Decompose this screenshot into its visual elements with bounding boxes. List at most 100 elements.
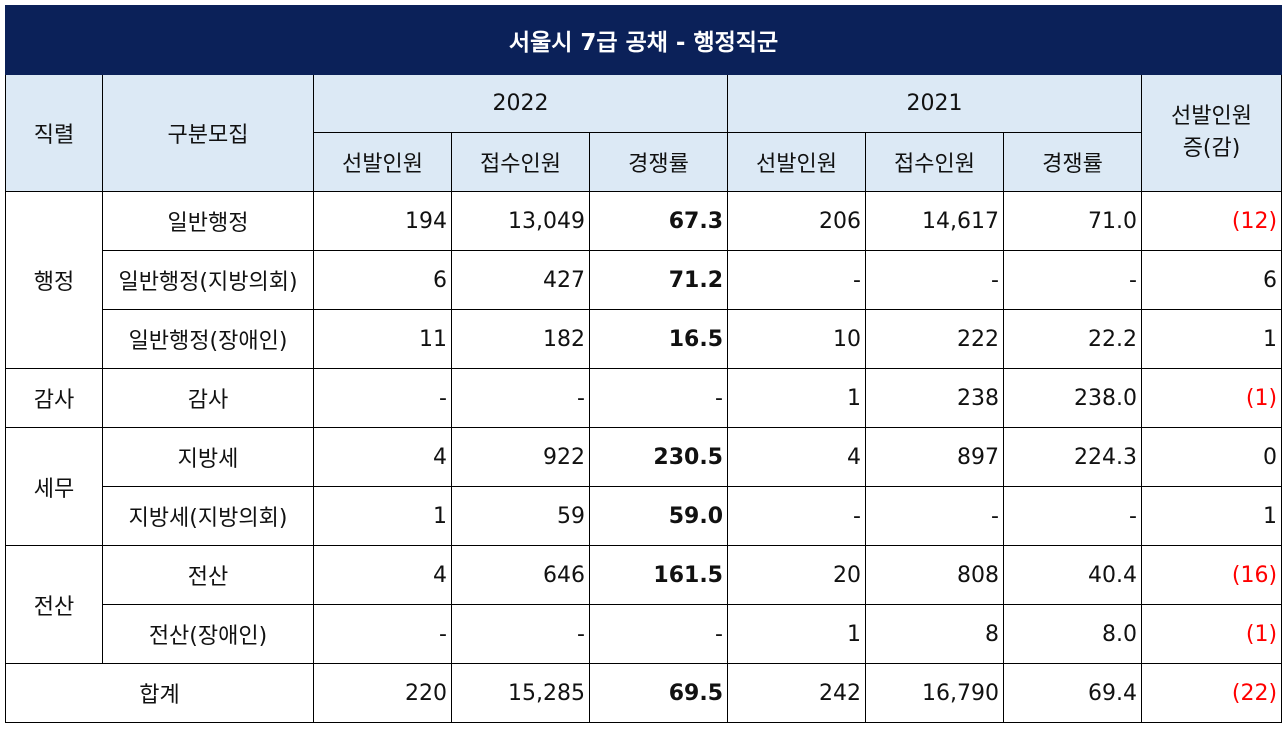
applied-2022: 13,049 (451, 191, 590, 251)
applied-2022: 427 (451, 250, 590, 310)
header-change: 선발인원 증(감) (1140, 74, 1283, 192)
selected-2022: 11 (313, 309, 452, 369)
header-2021-applied: 접수인원 (865, 132, 1004, 192)
selected-2022: - (313, 368, 452, 428)
ratio-2022: 16.5 (589, 309, 728, 369)
change-value: 6 (1140, 250, 1283, 310)
change-value: (16) (1140, 545, 1283, 605)
total-applied-2021: 16,790 (865, 663, 1004, 723)
applied-2021: 222 (865, 309, 1004, 369)
table-title: 서울시 7급 공채 - 행정직군 (4, 5, 1283, 75)
change-value: 1 (1140, 309, 1283, 369)
selected-2021: - (727, 486, 866, 546)
ratio-2021: 8.0 (1003, 604, 1142, 664)
selected-2021: 206 (727, 191, 866, 251)
applied-2021: - (865, 486, 1004, 546)
applied-2022: 922 (451, 427, 590, 487)
selected-2021: - (727, 250, 866, 310)
header-category: 구분모집 (102, 74, 314, 192)
header-series: 직렬 (5, 74, 103, 192)
ratio-2021: 71.0 (1003, 191, 1142, 251)
table-row: 일반행정(지방의회) 6 427 71.2 - - - 6 (6, 250, 1283, 310)
category-name: 전산 (102, 545, 314, 605)
total-label: 합계 (5, 663, 314, 723)
ratio-2022: 67.3 (589, 191, 728, 251)
header-2021-ratio: 경쟁률 (1003, 132, 1142, 192)
group-label-admin: 행정 (5, 191, 103, 369)
group-label-tax: 세무 (5, 427, 103, 546)
applied-2021: 8 (865, 604, 1004, 664)
ratio-2022: 71.2 (589, 250, 728, 310)
applied-2021: - (865, 250, 1004, 310)
selected-2022: 4 (313, 427, 452, 487)
ratio-2021: 40.4 (1003, 545, 1142, 605)
total-selected-2022: 220 (313, 663, 452, 723)
change-value: 1 (1140, 486, 1283, 546)
applied-2021: 808 (865, 545, 1004, 605)
selected-2021: 4 (727, 427, 866, 487)
selected-2022: - (313, 604, 452, 664)
ratio-2021: - (1003, 250, 1142, 310)
table-row: 세무 지방세 4 922 230.5 4 897 224.3 0 (5, 427, 1283, 546)
selected-2021: 1 (727, 368, 866, 428)
header-2022-applied: 접수인원 (451, 132, 590, 192)
recruitment-table: 서울시 7급 공채 - 행정직군 직렬 구분모집 2022 2021 선발인원 … (4, 5, 1283, 723)
table-row: 행정 일반행정 194 13,049 67.3 206 14,617 71.0 … (5, 191, 1283, 369)
table-row: 전산(장애인) - - - 1 8 8.0 (1) (6, 604, 1283, 664)
table-row: 전산 전산 4 646 161.5 20 808 40.4 (16) (5, 545, 1283, 664)
applied-2021: 14,617 (865, 191, 1004, 251)
group-label-it: 전산 (5, 545, 103, 664)
applied-2022: - (451, 368, 590, 428)
applied-2022: 182 (451, 309, 590, 369)
category-name: 지방세 (102, 427, 314, 487)
group-label-audit: 감사 (5, 368, 103, 428)
selected-2022: 6 (313, 250, 452, 310)
applied-2021: 897 (865, 427, 1004, 487)
change-value: 0 (1140, 427, 1283, 487)
ratio-2022: 161.5 (589, 545, 728, 605)
header-2022-selected: 선발인원 (313, 132, 452, 192)
header-2022-ratio: 경쟁률 (589, 132, 728, 192)
ratio-2021: - (1003, 486, 1142, 546)
category-name: 전산(장애인) (102, 604, 314, 664)
ratio-2022: - (589, 368, 728, 428)
category-name: 일반행정(장애인) (102, 309, 314, 369)
table-row: 감사 감사 - - - 1 238 238.0 (1) (5, 368, 1283, 428)
category-name: 일반행정(지방의회) (102, 250, 314, 310)
category-name: 감사 (102, 368, 314, 428)
category-name: 지방세(지방의회) (102, 486, 314, 546)
selected-2021: 10 (727, 309, 866, 369)
total-selected-2021: 242 (727, 663, 866, 723)
selected-2022: 1 (313, 486, 452, 546)
total-ratio-2022: 69.5 (589, 663, 728, 723)
ratio-2021: 238.0 (1003, 368, 1142, 428)
selected-2022: 194 (313, 191, 452, 251)
change-value: (12) (1140, 191, 1283, 251)
selected-2022: 4 (313, 545, 452, 605)
ratio-2022: 59.0 (589, 486, 728, 546)
ratio-2021: 224.3 (1003, 427, 1142, 487)
change-value: (1) (1140, 368, 1283, 428)
header-year-2021: 2021 (727, 74, 1142, 133)
applied-2021: 238 (865, 368, 1004, 428)
applied-2022: 646 (451, 545, 590, 605)
recruitment-table-container: 서울시 7급 공채 - 행정직군 직렬 구분모집 2022 2021 선발인원 … (4, 5, 1283, 723)
header-change-line2: 증(감) (1182, 136, 1241, 161)
header-year-2022: 2022 (313, 74, 728, 133)
ratio-2022: - (589, 604, 728, 664)
ratio-2022: 230.5 (589, 427, 728, 487)
total-applied-2022: 15,285 (451, 663, 590, 723)
applied-2022: 59 (451, 486, 590, 546)
header-change-line1: 선발인원 (1171, 104, 1252, 129)
total-change: (22) (1140, 663, 1283, 723)
change-value: (1) (1140, 604, 1283, 664)
ratio-2021: 22.2 (1003, 309, 1142, 369)
total-row: 합계 220 15,285 69.5 242 16,790 69.4 (22) (5, 663, 1283, 723)
header-2021-selected: 선발인원 (727, 132, 866, 192)
category-name: 일반행정 (102, 191, 314, 251)
applied-2022: - (451, 604, 590, 664)
table-row: 일반행정(장애인) 11 182 16.5 10 222 22.2 1 (6, 309, 1283, 369)
selected-2021: 1 (727, 604, 866, 664)
total-ratio-2021: 69.4 (1003, 663, 1142, 723)
table-row: 지방세(지방의회) 1 59 59.0 - - - 1 (6, 486, 1283, 546)
